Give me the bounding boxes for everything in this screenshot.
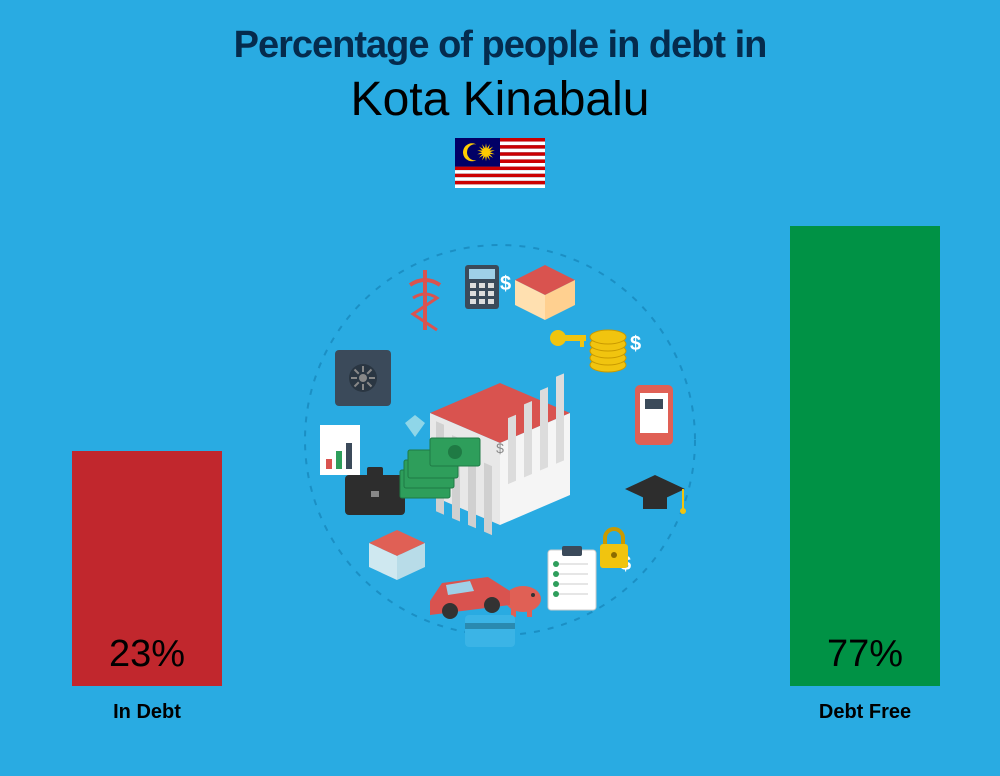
title-line1: Percentage of people in debt in bbox=[0, 24, 1000, 67]
svg-text:$: $ bbox=[630, 333, 641, 355]
bar-value-debt_free: 77% bbox=[790, 633, 940, 676]
bar-value-in_debt: 23% bbox=[72, 633, 222, 676]
bar-label-debt_free: Debt Free bbox=[790, 701, 940, 724]
finance-illustration-icon: $$$$$ $ bbox=[290, 230, 710, 650]
bar-label-in_debt: In Debt bbox=[72, 701, 222, 724]
bar-debt_free: 77%Debt Free bbox=[790, 226, 940, 686]
title-line2: Kota Kinabalu bbox=[0, 72, 1000, 127]
malaysia-flag-icon bbox=[455, 138, 545, 193]
svg-text:$: $ bbox=[496, 440, 504, 456]
bar-in_debt: 23%In Debt bbox=[72, 451, 222, 686]
svg-text:$: $ bbox=[500, 273, 511, 295]
